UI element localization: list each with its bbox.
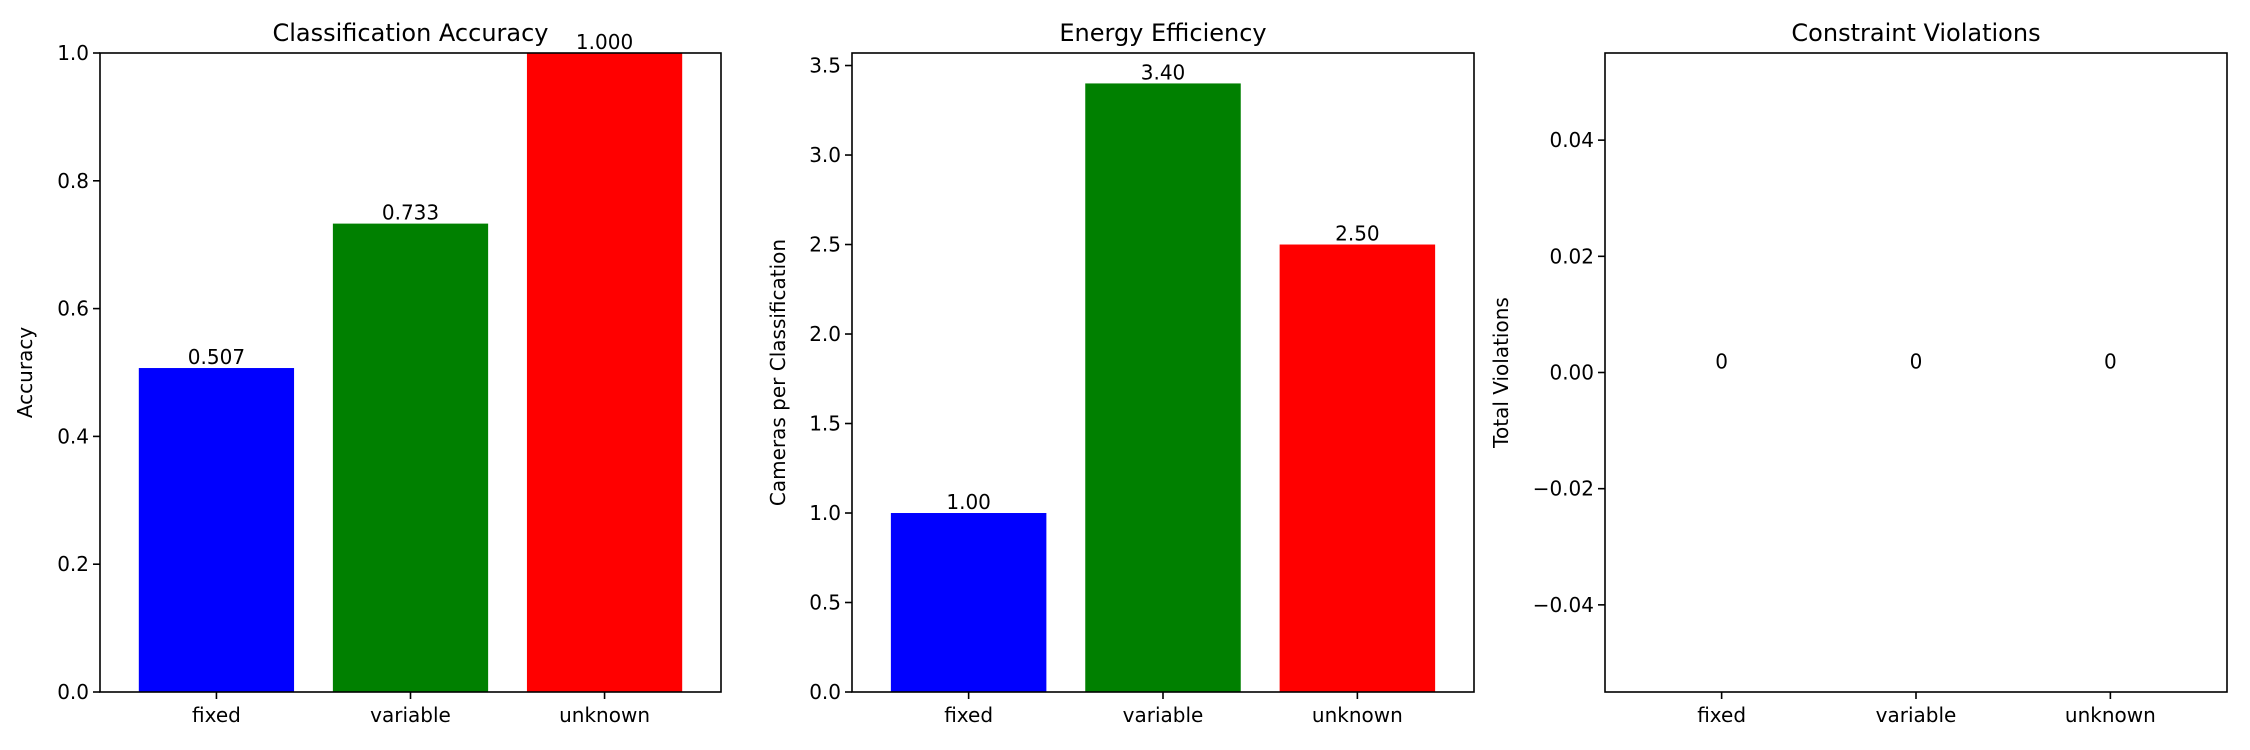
- chart-2: 1.00 3.40 2.50 0.0 0.5 1.0 1.5 2.0 2.5 3.0 3.5 fixe…: [766, 19, 1475, 727]
- chart-1-xtick-label-variable: variable: [370, 703, 451, 727]
- chart-3-data-label-variable: 0: [1910, 350, 1923, 374]
- chart-1-bar-unknown: [526, 53, 683, 692]
- chart-3-data-label-fixed: 0: [1715, 350, 1728, 374]
- chart-1-data-label-fixed: 0.507: [188, 345, 245, 369]
- chart-2-title: Energy Efficiency: [1059, 19, 1266, 47]
- chart-3-xtick-label-variable: variable: [1876, 703, 1957, 727]
- chart-1-data-label-unknown: 1.000: [576, 30, 633, 54]
- chart-1-xtick-label-unknown: unknown: [559, 703, 650, 727]
- chart-2-ytick-label: 0.5: [809, 591, 841, 615]
- chart-1-ytick-label: 0.6: [57, 297, 89, 321]
- chart-1-bar-variable: [332, 223, 489, 693]
- chart-3-title: Constraint Violations: [1791, 19, 2040, 47]
- chart-2-xtick-label-fixed: fixed: [944, 703, 993, 727]
- chart-3-ytick-label: 0.02: [1549, 244, 1594, 268]
- chart-3-xtick-label-unknown: unknown: [2065, 703, 2156, 727]
- chart-3-ytick-label: −0.02: [1533, 477, 1594, 501]
- chart-1-ylabel: Accuracy: [13, 327, 37, 418]
- chart-1-title: Classification Accuracy: [273, 19, 549, 47]
- chart-2-ytick-label: 0.0: [809, 680, 841, 704]
- chart-2-ytick-label: 2.0: [809, 322, 841, 346]
- chart-2-xtick-label-unknown: unknown: [1312, 703, 1403, 727]
- chart-2-bar-variable: [1085, 83, 1241, 693]
- chart-3-xtick-label-fixed: fixed: [1697, 703, 1746, 727]
- chart-1-ytick-label: 0.4: [57, 424, 89, 448]
- chart-1-bar-fixed: [138, 368, 295, 692]
- chart-2-ylabel: Cameras per Classification: [766, 239, 790, 506]
- chart-2-ytick-label: 1.0: [809, 501, 841, 525]
- chart-2-ytick-label: 2.5: [809, 233, 841, 257]
- chart-2-bar-unknown: [1279, 244, 1436, 692]
- chart-2-ytick-label: 3.0: [809, 143, 841, 167]
- chart-2-ytick-label: 1.5: [809, 412, 841, 436]
- chart-3-ytick-label: −0.04: [1533, 593, 1594, 617]
- chart-2-data-label-variable: 3.40: [1141, 60, 1186, 84]
- chart-2-data-label-fixed: 1.00: [946, 490, 991, 514]
- chart-1-ytick-label: 1.0: [57, 41, 89, 65]
- chart-3-ytick-label: 0.00: [1549, 361, 1594, 385]
- chart-3-ylabel: Total Violations: [1489, 297, 1513, 449]
- chart-2-xtick-label-variable: variable: [1123, 703, 1204, 727]
- chart-1-data-label-variable: 0.733: [382, 201, 439, 225]
- chart-3-data-label-unknown: 0: [2104, 350, 2117, 374]
- chart-1: 0.507 0.733 1.000 0.0 0.2 0.4 0.6 0.8 1.0 fixed va…: [13, 19, 722, 727]
- chart-1-ytick-label: 0.8: [57, 169, 89, 193]
- chart-2-ytick-label: 3.5: [809, 54, 841, 78]
- chart-2-data-label-unknown: 2.50: [1335, 222, 1380, 246]
- chart-1-ytick-label: 0.0: [57, 680, 89, 704]
- chart-3-ytick-label: 0.04: [1549, 128, 1594, 152]
- chart-1-ytick-label: 0.2: [57, 552, 89, 576]
- chart-1-xtick-label-fixed: fixed: [192, 703, 241, 727]
- chart-3: 0 0 0 −0.04 −0.02 0.00 0.02 0.04 fixed variable un…: [1489, 19, 2228, 727]
- chart-2-bar-fixed: [890, 513, 1047, 692]
